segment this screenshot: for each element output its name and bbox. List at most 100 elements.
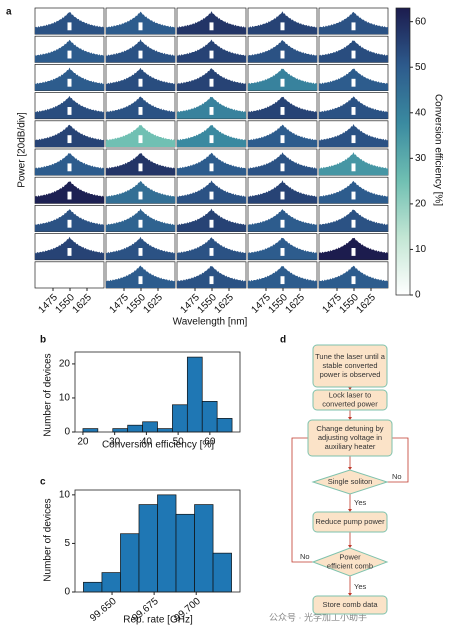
pump-notch [67, 135, 72, 144]
pump-notch [67, 22, 72, 31]
y-axis-label: Number of devices [43, 353, 54, 436]
pump-notch [138, 135, 143, 144]
arrow-head [348, 509, 352, 512]
pump-notch [209, 276, 214, 285]
pump-notch [351, 50, 356, 59]
flow-node-label: Tune the laser until a [315, 352, 386, 361]
panel-label: a [6, 7, 12, 18]
pump-notch [351, 163, 356, 172]
pump-notch [138, 22, 143, 31]
pump-notch [280, 163, 285, 172]
pump-notch [209, 248, 214, 256]
pump-notch [351, 219, 356, 228]
flow-node-label: Change detuning by [316, 424, 383, 433]
x-axis-label: Conversion efficiency [%] [102, 440, 214, 451]
pump-notch [67, 50, 72, 59]
bar [142, 421, 158, 433]
x-tick-label: 1625 [354, 292, 378, 316]
colorbar-tick-label: 30 [415, 153, 427, 164]
pump-notch [351, 248, 356, 256]
pump-notch [209, 50, 214, 59]
flow-node-label: Single soliton [328, 477, 373, 486]
pump-notch [67, 78, 72, 87]
pump-notch [138, 219, 143, 228]
arrow-head [348, 467, 352, 470]
pump-notch [209, 107, 214, 115]
pump-notch [280, 107, 285, 115]
pump-notch [138, 107, 143, 115]
pump-notch [280, 50, 285, 59]
y-tick-label: 10 [59, 393, 71, 404]
bar [175, 513, 195, 593]
flow-node-label: stable converted [322, 361, 377, 370]
watermark: 公众号 · 光学加工小助手 [269, 611, 367, 622]
edge-label: No [392, 472, 402, 481]
y-axis-label: Number of devices [43, 498, 54, 581]
bar [201, 401, 218, 433]
x-tick-label: 1625 [141, 292, 165, 316]
pump-notch [67, 163, 72, 172]
y-tick-label: 10 [59, 489, 71, 500]
colorbar-tick-label: 50 [415, 62, 427, 73]
bar [157, 428, 173, 433]
bar [157, 494, 177, 593]
pump-notch [209, 78, 214, 87]
plot-frame [74, 351, 241, 433]
cell-frame [34, 261, 105, 289]
flow-node-label: Reduce pump power [315, 517, 385, 526]
x-tick-label: 60 [204, 437, 216, 448]
colorbar-tick-label: 20 [415, 199, 427, 210]
pump-notch [280, 248, 285, 256]
pump-notch [209, 135, 214, 144]
bar [112, 428, 129, 433]
flow-node [312, 595, 388, 615]
x-tick-label: 1625 [212, 292, 236, 316]
pump-notch [138, 163, 143, 172]
colorbar-tick-label: 0 [415, 290, 421, 301]
x-tick-label: 20 [77, 437, 89, 448]
arrow-head [348, 593, 352, 596]
pump-notch [351, 135, 356, 144]
pump-notch [138, 248, 143, 256]
colorbar-label: Conversion efficiency [%] [432, 94, 443, 206]
colorbar-tick-label: 10 [415, 244, 427, 255]
flow-decision [311, 547, 389, 577]
pump-notch [280, 276, 285, 285]
edge-label: No [300, 552, 310, 561]
y-tick-label: 0 [64, 427, 70, 438]
flow-node-label: auxiliary heater [325, 442, 376, 451]
plot-frame [74, 489, 241, 593]
pump-notch [138, 191, 143, 200]
flow-arrow [387, 437, 409, 483]
pump-notch [209, 163, 214, 172]
pump-notch [280, 191, 285, 200]
pump-notch [280, 22, 285, 31]
pump-notch [67, 191, 72, 200]
y-axis-label: Power [20dB/div] [17, 112, 28, 188]
pump-notch [280, 219, 285, 228]
flow-node-label: Store comb data [322, 600, 378, 609]
bar [120, 533, 140, 593]
x-tick-label: 40 [141, 437, 153, 448]
flow-node-label: converted power [322, 399, 378, 408]
y-tick-label: 0 [64, 587, 70, 598]
flow-arrow [291, 437, 313, 563]
pump-notch [351, 22, 356, 31]
pump-notch [280, 78, 285, 87]
pump-notch [138, 78, 143, 87]
pump-notch [67, 219, 72, 228]
flow-node-label: adjusting voltage in [318, 433, 382, 442]
pump-notch [351, 78, 356, 87]
panel-label: b [40, 335, 46, 346]
x-tick-label: 1625 [283, 292, 307, 316]
edge-label: Yes [354, 582, 366, 591]
pump-notch [67, 248, 72, 256]
flow-node-label: Power [339, 552, 361, 561]
pump-notch [209, 219, 214, 228]
edge-label: Yes [354, 498, 366, 507]
x-tick-label: 50 [173, 437, 185, 448]
bar [172, 404, 188, 433]
y-tick-label: 5 [64, 538, 70, 549]
